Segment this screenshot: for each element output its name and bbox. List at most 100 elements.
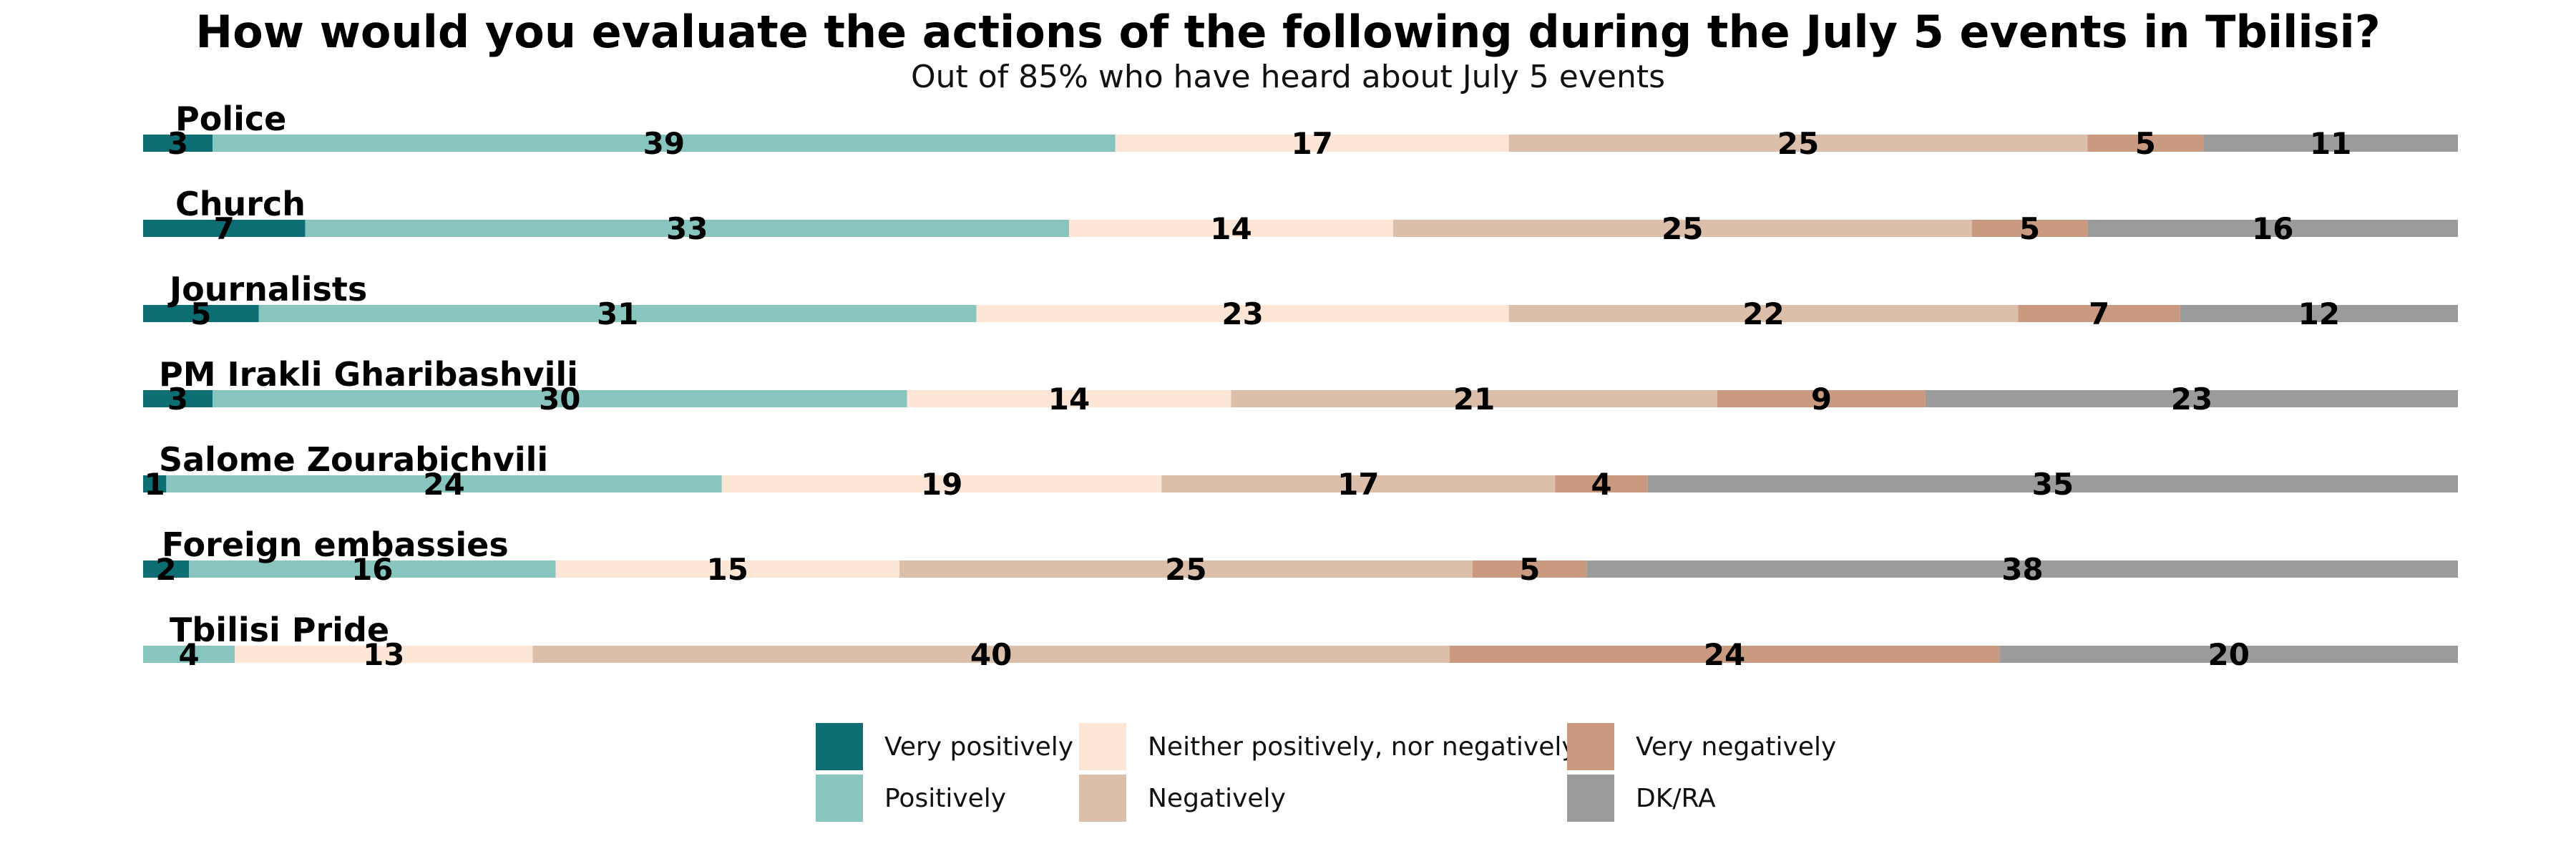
data-label-police-positively: 39 [643, 126, 685, 161]
chart-legend: Very positively Positively Neither positiv… [816, 723, 1889, 845]
data-label-pm-irakli-gharibashvili-very-negatively: 9 [1811, 382, 1832, 417]
bar-segment-police-very-negatively [2087, 135, 2204, 152]
bar-segment-tbilisi-pride-positively [143, 646, 235, 663]
bar-segment-foreign-embassies-very-negatively [1472, 560, 1587, 578]
data-label-foreign-embassies-dk-ra: 38 [2001, 552, 2043, 587]
data-label-tbilisi-pride-dk-ra: 20 [2207, 637, 2249, 672]
data-label-pm-irakli-gharibashvili-dk-ra: 23 [2171, 382, 2212, 417]
chart-subtitle: Out of 85% who have heard about July 5 e… [910, 59, 1666, 95]
data-label-tbilisi-pride-neither-positively-nor-negatively: 13 [363, 637, 404, 672]
bar-segment-tbilisi-pride-dk-ra [1999, 646, 2458, 663]
bar-segment-salome-zourabichvili-very-negatively [1555, 475, 1648, 492]
row-label-church: Church [175, 185, 306, 223]
data-label-salome-zourabichvili-very-negatively: 4 [1591, 467, 1611, 502]
data-label-police-very-negatively: 5 [2135, 126, 2156, 161]
legend-label-very-negatively: Very negatively [1636, 732, 1837, 762]
data-label-church-negatively: 25 [1662, 211, 1703, 246]
row-label-police: Police [175, 100, 286, 138]
data-label-church-neither-positively-nor-negatively: 14 [1210, 211, 1252, 246]
row-label-tbilisi-pride: Tbilisi Pride [170, 611, 389, 649]
data-label-church-very-negatively: 5 [2019, 211, 2040, 246]
bar-segment-church-positively [305, 220, 1070, 237]
bar-segment-police-negatively [1508, 135, 2088, 152]
data-label-foreign-embassies-neither-positively-nor-negatively: 15 [707, 552, 748, 587]
data-label-tbilisi-pride-very-negatively: 24 [1704, 637, 1745, 672]
data-label-journalists-very-positively: 5 [190, 296, 211, 331]
legend-label-dk-ra: DK/RA [1636, 783, 1716, 813]
bar-segment-church-negatively [1392, 220, 1972, 237]
data-label-police-very-positively: 3 [167, 126, 188, 161]
legend-label-negatively: Negatively [1148, 783, 1286, 813]
row-label-journalists: Journalists [167, 270, 367, 309]
data-label-journalists-neither-positively-nor-negatively: 23 [1221, 296, 1263, 331]
bar-segment-salome-zourabichvili-neither-positively-nor-negatively [721, 475, 1162, 492]
bar-segment-pm-irakli-gharibashvili-dk-ra [1925, 390, 2458, 407]
data-label-church-positively: 33 [666, 211, 708, 246]
bar-segment-tbilisi-pride-negatively [532, 646, 1450, 663]
data-label-tbilisi-pride-positively: 4 [178, 637, 199, 672]
data-label-church-dk-ra: 16 [2252, 211, 2293, 246]
data-label-salome-zourabichvili-very-positively: 1 [145, 467, 165, 502]
bar-segment-police-dk-ra [2203, 135, 2458, 152]
bar-segment-church-dk-ra [2087, 220, 2458, 237]
row-label-pm-irakli-gharibashvili: PM Irakli Gharibashvili [159, 355, 578, 394]
data-label-pm-irakli-gharibashvili-negatively: 21 [1453, 382, 1495, 417]
bar-segment-church-neither-positively-nor-negatively [1069, 220, 1393, 237]
legend-swatch-dk-ra [1567, 775, 1614, 822]
data-label-salome-zourabichvili-negatively: 17 [1337, 467, 1379, 502]
bar-segment-pm-irakli-gharibashvili-very-negatively [1717, 390, 1926, 407]
data-label-pm-irakli-gharibashvili-neither-positively-nor-negatively: 14 [1048, 382, 1090, 417]
legend-item-negatively: Negatively [1079, 775, 1286, 822]
bar-segment-salome-zourabichvili-negatively [1161, 475, 1556, 492]
bar-segment-foreign-embassies-neither-positively-nor-negatively [555, 560, 899, 578]
bar-segment-journalists-neither-positively-nor-negatively [976, 305, 1509, 322]
data-label-tbilisi-pride-negatively: 40 [970, 637, 1012, 672]
data-label-salome-zourabichvili-positively: 24 [423, 467, 464, 502]
legend-label-neither-positively-nor-negatively: Neither positively, nor negatively [1148, 732, 1577, 762]
bar-segment-journalists-negatively [1508, 305, 2019, 322]
bar-segment-pm-irakli-gharibashvili-very-positively [143, 390, 213, 407]
legend-item-very-negatively: Very negatively [1567, 723, 1836, 770]
data-label-foreign-embassies-positively: 16 [351, 552, 393, 587]
legend-swatch-neither-positively-nor-negatively [1079, 723, 1126, 770]
legend-item-positively: Positively [816, 775, 1006, 822]
bar-segment-church-very-positively [143, 220, 306, 237]
legend-swatch-negatively [1079, 775, 1126, 822]
bar-segment-foreign-embassies-negatively [899, 560, 1473, 578]
bar-segment-police-positively [213, 135, 1116, 152]
data-label-police-negatively: 25 [1777, 126, 1819, 161]
bar-segment-journalists-very-negatively [2018, 305, 2180, 322]
data-label-police-neither-positively-nor-negatively: 17 [1291, 126, 1332, 161]
data-label-journalists-very-negatively: 7 [2089, 296, 2109, 331]
bar-segment-foreign-embassies-dk-ra [1586, 560, 2458, 578]
legend-label-very-positively: Very positively [884, 732, 1074, 762]
bar-segment-salome-zourabichvili-dk-ra [1647, 475, 2458, 492]
bar-segment-tbilisi-pride-very-negatively [1449, 646, 2000, 663]
legend-item-neither-positively-nor-negatively: Neither positively, nor negatively [1079, 723, 1577, 770]
data-label-salome-zourabichvili-dk-ra: 35 [2032, 467, 2074, 502]
data-label-police-dk-ra: 11 [2310, 126, 2351, 161]
bar-segment-salome-zourabichvili-very-positively [143, 475, 167, 492]
bar-segment-church-very-negatively [1971, 220, 2088, 237]
data-label-foreign-embassies-very-negatively: 5 [1519, 552, 1540, 587]
data-label-pm-irakli-gharibashvili-positively: 30 [539, 382, 580, 417]
bar-segment-pm-irakli-gharibashvili-negatively [1231, 390, 1717, 407]
data-label-journalists-dk-ra: 12 [2298, 296, 2340, 331]
bar-segment-tbilisi-pride-neither-positively-nor-negatively [235, 646, 533, 663]
data-label-salome-zourabichvili-neither-positively-nor-negatively: 19 [921, 467, 962, 502]
bar-segment-journalists-very-positively [143, 305, 259, 322]
bar-segment-pm-irakli-gharibashvili-positively [213, 390, 907, 407]
legend-swatch-very-positively [816, 723, 863, 770]
legend-swatch-very-negatively [1567, 723, 1614, 770]
legend-label-positively: Positively [884, 783, 1007, 813]
data-label-journalists-negatively: 22 [1742, 296, 1784, 331]
row-label-foreign-embassies: Foreign embassies [162, 525, 509, 564]
bar-segment-journalists-positively [258, 305, 977, 322]
row-label-salome-zourabichvili: Salome Zourabichvili [159, 440, 548, 479]
data-label-foreign-embassies-negatively: 25 [1165, 552, 1206, 587]
data-label-pm-irakli-gharibashvili-very-positively: 3 [167, 382, 188, 417]
legend-swatch-positively [816, 775, 863, 822]
legend-item-very-positively: Very positively [816, 723, 1073, 770]
bar-segment-pm-irakli-gharibashvili-neither-positively-nor-negatively [907, 390, 1231, 407]
